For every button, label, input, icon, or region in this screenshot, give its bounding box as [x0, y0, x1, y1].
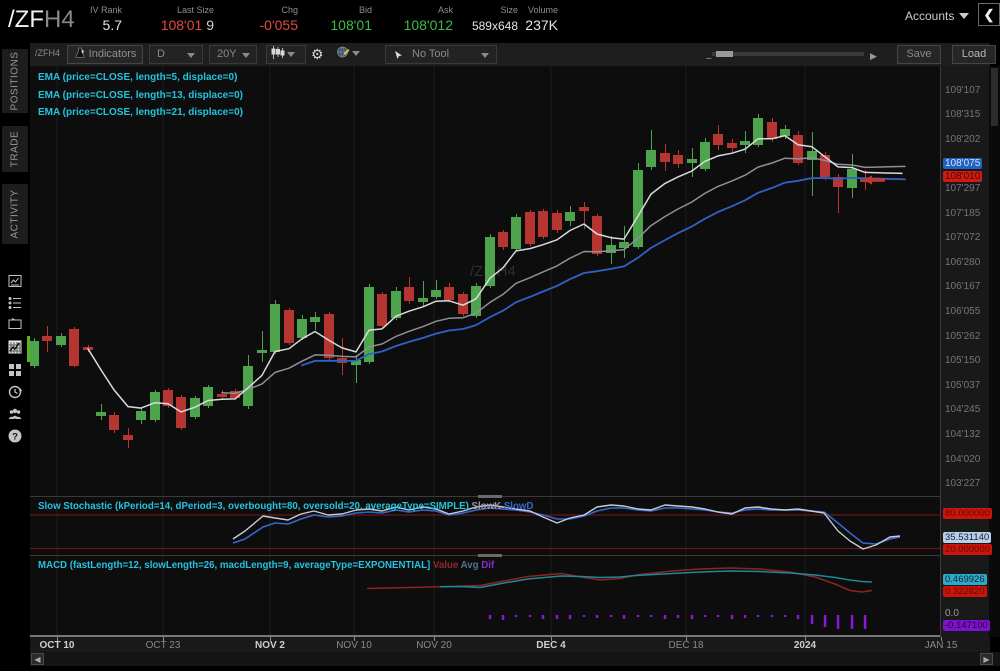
svg-text:?: ? — [12, 432, 18, 443]
